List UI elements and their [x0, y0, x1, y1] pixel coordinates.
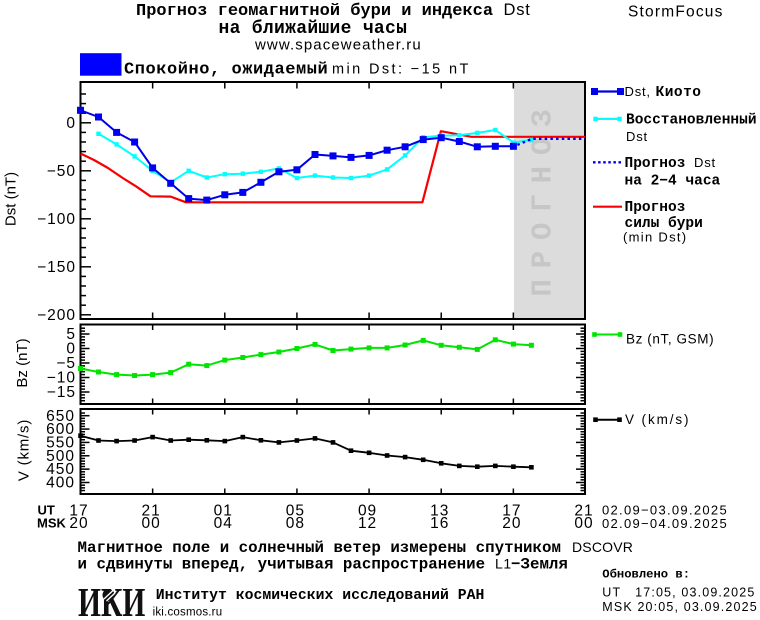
svg-text:Киото: Киото: [656, 85, 702, 101]
svg-text:MSK: MSK: [37, 516, 67, 531]
svg-text:−5: −5: [56, 355, 76, 372]
svg-text:−50: −50: [47, 163, 76, 180]
svg-text:V (km/s): V (km/s): [625, 412, 690, 427]
svg-text:12: 12: [358, 515, 377, 532]
svg-text:02.09−04.09.2025: 02.09−04.09.2025: [602, 516, 728, 531]
svg-text:−150: −150: [37, 259, 76, 276]
svg-text:(min Dst): (min Dst): [623, 229, 687, 244]
svg-text:400: 400: [46, 475, 75, 492]
svg-text:на ближайшие часы: на ближайшие часы: [219, 18, 408, 39]
svg-text:L1: L1: [495, 556, 512, 572]
svg-text:20: 20: [69, 515, 88, 532]
svg-text:www.spaceweather.ru: www.spaceweather.ru: [254, 37, 422, 54]
svg-text:Магнитное поле и солнечный вет: Магнитное поле и солнечный ветер измерен…: [78, 539, 571, 557]
svg-text:Прогноз: Прогноз: [625, 200, 686, 216]
svg-text:iki.cosmos.ru: iki.cosmos.ru: [153, 607, 223, 619]
svg-text:02.09−03.09.2025: 02.09−03.09.2025: [602, 503, 728, 518]
svg-text:−15: −15: [47, 384, 76, 401]
svg-text:04: 04: [214, 515, 233, 532]
svg-text:Dst,: Dst,: [625, 84, 656, 99]
svg-text:DSCOVR: DSCOVR: [572, 539, 633, 555]
svg-text:UT 17:05, 03.09.2025: UT 17:05, 03.09.2025: [602, 586, 755, 600]
svg-text:Bz (nT): Bz (nT): [14, 338, 31, 387]
svg-text:17: 17: [502, 503, 521, 520]
svg-text:MSK 20:05, 03.09.2025: MSK 20:05, 03.09.2025: [602, 600, 758, 614]
svg-text:5: 5: [66, 326, 76, 343]
svg-text:00: 00: [142, 515, 161, 532]
svg-text:09: 09: [358, 503, 377, 520]
svg-text:00: 00: [574, 515, 593, 532]
svg-text:StormFocus: StormFocus: [628, 4, 724, 21]
svg-text:0: 0: [66, 341, 76, 358]
svg-text:500: 500: [46, 448, 75, 465]
svg-text:силы бури: силы бури: [625, 216, 703, 232]
svg-text:Bz (nT, GSM): Bz (nT, GSM): [626, 332, 714, 347]
svg-text:16: 16: [430, 515, 449, 532]
svg-text:450: 450: [46, 461, 75, 478]
svg-text:0: 0: [66, 115, 76, 132]
svg-text:21: 21: [574, 503, 593, 520]
svg-text:ПРОГНОЗ: ПРОГНОЗ: [527, 98, 560, 296]
svg-text:Прогноз: Прогноз: [625, 156, 695, 172]
svg-text:Dst: Dst: [694, 155, 716, 170]
svg-text:UT: UT: [38, 503, 55, 518]
svg-text:Институт космических исследова: Институт космических исследований РАН: [156, 588, 485, 604]
svg-text:01: 01: [214, 503, 233, 520]
svg-text:17: 17: [69, 503, 88, 520]
svg-text:V (km/s): V (km/s): [16, 419, 33, 481]
svg-text:−100: −100: [37, 211, 76, 228]
svg-text:−Земля: −Земля: [511, 556, 568, 574]
svg-text:Обновлено в:: Обновлено в:: [602, 567, 690, 582]
svg-text:600: 600: [46, 421, 75, 438]
svg-text:550: 550: [46, 435, 75, 452]
svg-text:21: 21: [142, 503, 161, 520]
svg-text:Dst: Dst: [504, 1, 531, 19]
svg-text:08: 08: [286, 515, 305, 532]
svg-text:Dst: Dst: [626, 129, 648, 144]
svg-text:05: 05: [286, 503, 305, 520]
svg-text:20: 20: [502, 515, 521, 532]
svg-text:650: 650: [46, 408, 75, 425]
svg-text:Прогноз геомагнитной бури и ин: Прогноз геомагнитной бури и индекса: [136, 2, 503, 21]
svg-text:−10: −10: [47, 370, 76, 387]
svg-text:−200: −200: [37, 307, 76, 324]
svg-text:min Dst: −15 nT: min Dst: −15 nT: [332, 62, 471, 78]
svg-text:на 2−4 часа: на 2−4 часа: [625, 174, 721, 190]
svg-text:Спокойно, ожидаемый: Спокойно, ожидаемый: [124, 61, 328, 80]
svg-text:и сдвинуты вперед, учитывая ра: и сдвинуты вперед, учитывая распростране…: [78, 556, 495, 574]
svg-text:Dst (nT): Dst (nT): [3, 172, 20, 226]
svg-text:13: 13: [430, 503, 449, 520]
svg-text:Восстановленный: Восстановленный: [626, 112, 757, 128]
